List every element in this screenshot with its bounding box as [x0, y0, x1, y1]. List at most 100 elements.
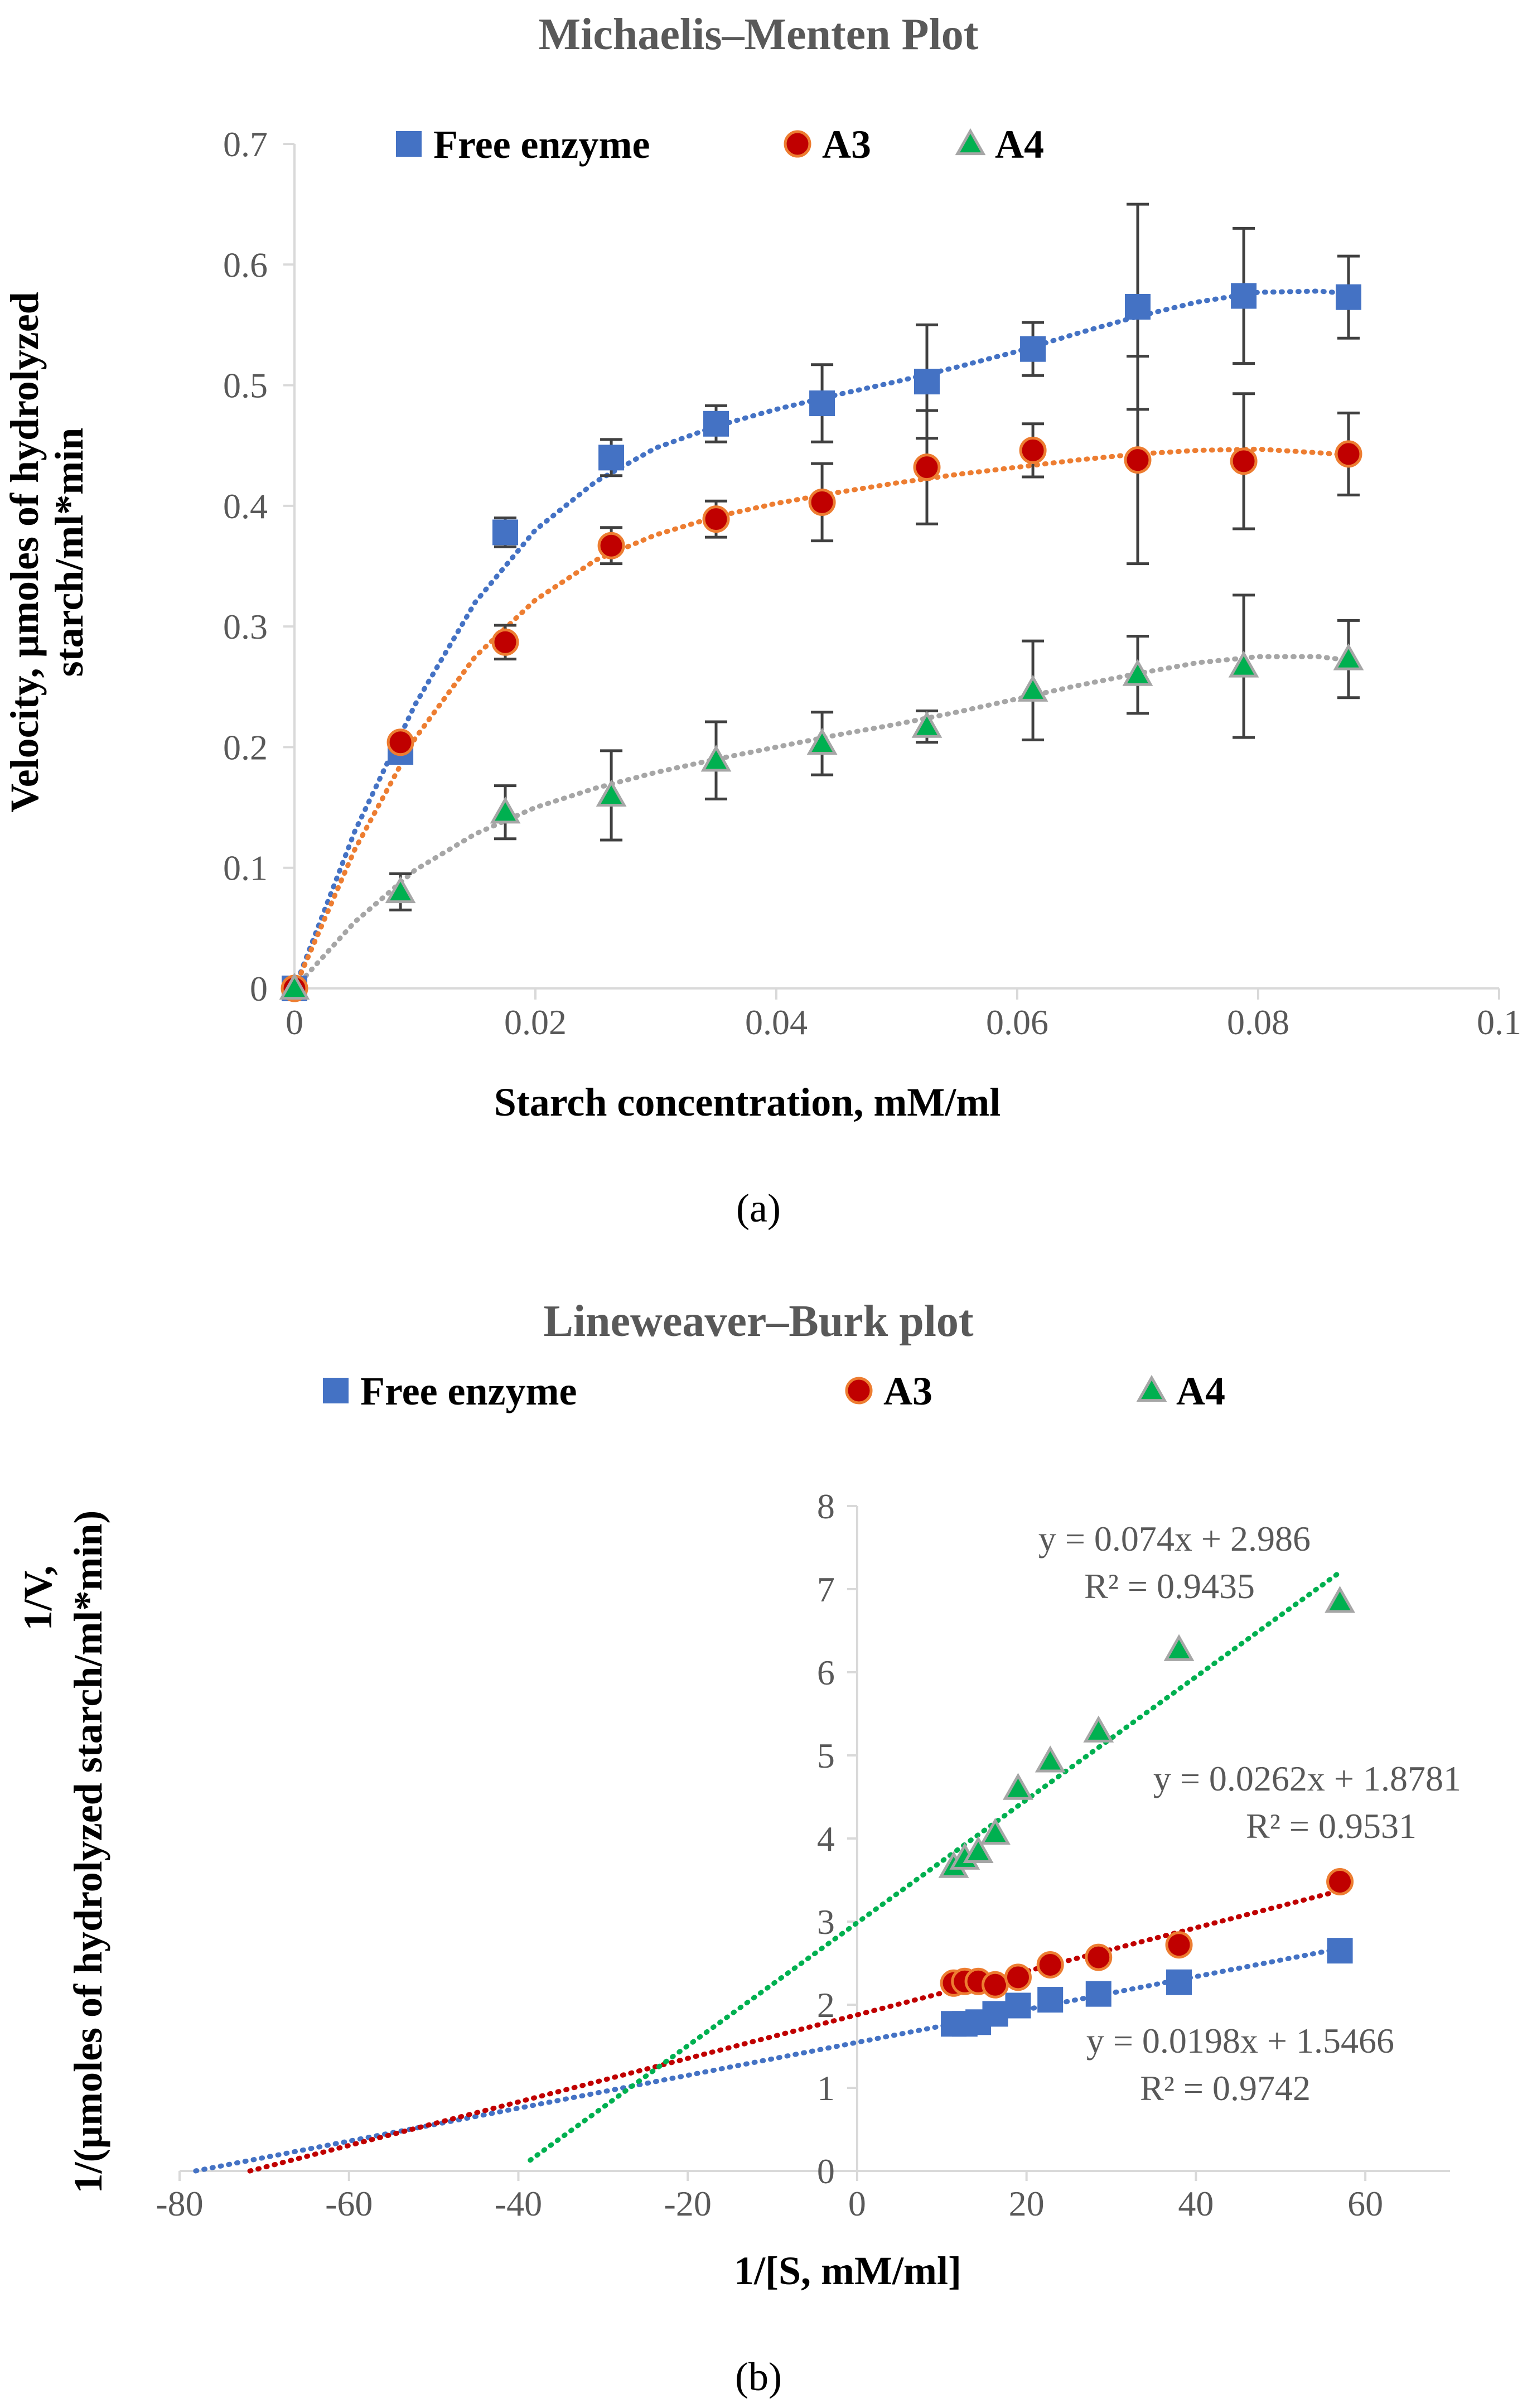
legend-marker-free-enzyme — [323, 1378, 349, 1403]
legend-marker-free-enzyme — [396, 131, 422, 157]
point-free-enzyme — [703, 411, 729, 437]
point-free-enzyme — [492, 519, 518, 546]
free-enzyme-r2: R² = 0.9742 — [1140, 2068, 1311, 2108]
legend-marker-a4 — [955, 128, 986, 156]
point-free-enzyme — [1336, 284, 1361, 310]
legend-label-free-enzyme: Free enzyme — [360, 1369, 577, 1413]
chart-b-y-tick-label: 6 — [817, 1653, 835, 1692]
chart-b-title: Lineweaver–Burk plot — [543, 1297, 973, 1346]
legend-marker-a4 — [1136, 1374, 1167, 1402]
chart-a-y-tick-label: 0.3 — [223, 607, 268, 646]
legend-label-a4: A4 — [1176, 1369, 1225, 1413]
point-a4 — [490, 797, 521, 824]
chart-a-y-tick-label: 0.1 — [223, 848, 268, 888]
chart-a-markers — [279, 283, 1364, 1002]
chart-a-x-tick-label: 0.04 — [745, 1002, 808, 1042]
point-free-enzyme — [1327, 1938, 1353, 1964]
lineweaver-burk-panel: Lineweaver–Burk plot Free enzyme A3 A4 1/V… — [16, 1297, 1461, 2399]
point-free-enzyme — [1085, 1981, 1111, 2007]
a3-r2: R² = 0.9531 — [1246, 1806, 1417, 1846]
point-a4 — [700, 745, 732, 772]
chart-b-markers — [938, 1586, 1355, 2037]
michaelis-menten-panel: Michaelis–Menten Plot Free enzyme A3 A4 Ve… — [2, 10, 1521, 1230]
trendline-a4 — [292, 654, 1351, 991]
point-free-enzyme — [982, 2001, 1008, 2027]
point-free-enzyme — [1005, 1992, 1031, 2019]
legend-label-a3: A3 — [822, 122, 871, 167]
point-a3 — [597, 532, 625, 559]
chart-a-x-tick-label: 0.08 — [1227, 1002, 1289, 1042]
a4-r2: R² = 0.9435 — [1084, 1566, 1255, 1606]
chart-b-y-tick-label: 4 — [817, 1819, 835, 1859]
point-a3 — [1165, 1931, 1193, 1959]
chart-b-x-tick-label: 40 — [1178, 2184, 1214, 2223]
point-free-enzyme — [1231, 283, 1257, 309]
point-a4 — [1003, 1773, 1033, 1800]
legend-marker-a3 — [845, 1377, 873, 1405]
a4-equation: y = 0.074x + 2.986 — [1038, 1519, 1311, 1558]
a3-equation: y = 0.0262x + 1.8781 — [1153, 1759, 1461, 1798]
point-a4 — [1083, 1715, 1114, 1743]
legend-label-a3: A3 — [883, 1369, 932, 1413]
chart-b-xlabel: 1/[S, mM/ml] — [734, 2248, 961, 2293]
point-a3 — [981, 1971, 1009, 1999]
trendline-free-enzyme — [292, 288, 1351, 991]
point-free-enzyme — [1037, 1987, 1064, 2013]
legend-label-free-enzyme: Free enzyme — [433, 122, 650, 167]
legend-marker-a3 — [784, 130, 811, 158]
chart-b-x-tick-label: -80 — [156, 2184, 203, 2223]
point-a4 — [1035, 1745, 1066, 1773]
chart-a-ylabel-line1: Velocity, µmoles of hydrolyzed — [2, 292, 47, 812]
point-a3 — [386, 728, 414, 756]
point-a4 — [385, 876, 416, 904]
point-a3 — [913, 453, 941, 481]
point-free-enzyme — [1125, 293, 1151, 320]
chart-b-y-tick-label: 3 — [817, 1902, 835, 1942]
chart-a-error-bars — [389, 202, 1360, 911]
point-a4 — [1333, 643, 1364, 670]
point-a3 — [1230, 447, 1258, 475]
point-a3 — [1085, 1943, 1113, 1971]
point-a3 — [808, 488, 836, 516]
point-a3 — [1335, 440, 1362, 468]
chart-b-equations: y = 0.074x + 2.986 R² = 0.9435 y = 0.026… — [1038, 1519, 1461, 2108]
chart-b-x-tick-label: 0 — [848, 2184, 866, 2223]
point-a3 — [1004, 1963, 1032, 1991]
point-free-enzyme — [598, 445, 625, 471]
point-a4 — [806, 727, 838, 755]
point-a3 — [1019, 436, 1047, 464]
chart-b-y-tick-label: 5 — [817, 1736, 835, 1775]
point-free-enzyme — [809, 390, 835, 417]
point-a3 — [702, 505, 730, 533]
chart-b-ylabel-line1: 1/V, — [16, 1566, 60, 1631]
chart-a-ylabel-line2: starch/ml*min — [47, 428, 91, 677]
chart-b-x-tick-label: 20 — [1009, 2184, 1045, 2223]
chart-b-y-tick-label: 1 — [817, 2068, 835, 2108]
point-a4 — [596, 779, 627, 807]
chart-a-y-tick-label: 0.7 — [223, 124, 268, 164]
trendline-a4 — [528, 1570, 1343, 2163]
chart-b-x-tick-label: -20 — [664, 2184, 712, 2223]
chart-b-caption: (b) — [735, 2354, 782, 2399]
chart-a-y-tick-label: 0.2 — [223, 727, 268, 767]
chart-b-x-tick-label: 60 — [1347, 2184, 1383, 2223]
legend-label-a4: A4 — [995, 122, 1044, 167]
chart-b-axes: -80 -60 -40 -20 0 20 40 60 0 1 2 3 4 5 6 7 8 — [156, 1487, 1450, 2223]
point-a4 — [1122, 659, 1153, 686]
chart-a-x-tick-label: 0.02 — [504, 1002, 567, 1042]
chart-b-trendlines — [193, 1570, 1343, 2174]
point-free-enzyme — [914, 369, 940, 395]
chart-b-y-tick-label: 0 — [817, 2151, 835, 2191]
trendline-a3 — [247, 1888, 1343, 2174]
point-a4 — [1228, 650, 1259, 678]
chart-a-xlabel: Starch concentration, mM/ml — [494, 1080, 1001, 1125]
free-enzyme-equation: y = 0.0198x + 1.5466 — [1086, 2021, 1394, 2060]
chart-a-axes: 0 0.02 0.04 0.06 0.08 0.1 0 0.1 0.2 0.3 0.4 0.5 0.6 0… — [223, 124, 1521, 1042]
chart-a-x-tick-label: 0.1 — [1477, 1002, 1521, 1042]
chart-a-title: Michaelis–Menten Plot — [539, 10, 979, 59]
point-a4 — [1325, 1586, 1355, 1613]
chart-b-y-tick-label: 8 — [817, 1487, 835, 1526]
point-a4 — [1163, 1634, 1195, 1661]
chart-b-legend: Free enzyme A3 A4 — [323, 1369, 1225, 1413]
chart-b-ylabel-line2: 1/(µmoles of hydrolyzed starch/ml*min) — [66, 1511, 110, 2194]
